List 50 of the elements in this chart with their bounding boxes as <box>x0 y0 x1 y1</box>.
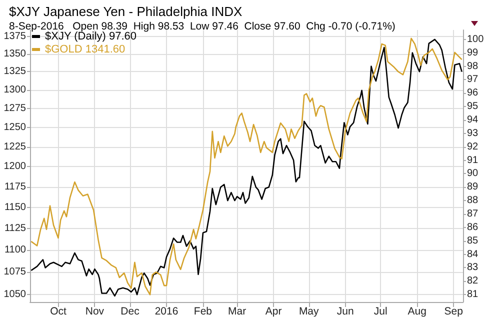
y2-tick-label: 93 <box>467 128 479 139</box>
y-tick-label: 1175 <box>4 181 26 192</box>
y-tick-label: 1075 <box>4 266 26 278</box>
y2-tick-label: 92 <box>467 141 479 152</box>
y2-tick-label: 97 <box>467 74 479 86</box>
y2-tick-label: 99 <box>467 47 479 58</box>
y-tick-label: 1250 <box>4 122 26 134</box>
y2-tick-label: 83 <box>467 262 479 274</box>
x-tick-label: Jul <box>374 306 388 318</box>
legend-label: $XJY (Daily) 97.60 <box>45 30 137 42</box>
y2-tick-label: 98 <box>467 60 479 72</box>
x-tick-label: Oct <box>50 306 66 318</box>
y-tick-label: 1050 <box>4 289 26 300</box>
legend-label: $GOLD 1341.60 <box>45 44 126 56</box>
y-tick-label: 1225 <box>4 141 26 152</box>
y-tick-label: 1100 <box>4 244 26 256</box>
y-tick-label: 1325 <box>4 66 26 78</box>
x-tick-label: Nov <box>85 306 105 318</box>
y2-tick-label: 85 <box>467 235 479 246</box>
x-tick-label: 2016 <box>154 306 178 318</box>
x-tick-label: Apr <box>265 306 282 318</box>
y2-tick-label: 91 <box>467 154 479 166</box>
y-tick-label: 1150 <box>4 202 26 213</box>
y-tick-label: 1200 <box>4 161 26 172</box>
y2-tick-label: 95 <box>467 101 479 112</box>
x-tick-label: Sep <box>444 306 464 318</box>
x-tick-label: Dec <box>120 306 140 318</box>
y-tick-label: 1375 <box>4 30 26 42</box>
y2-tick-label: 84 <box>467 248 479 260</box>
y2-tick-label: 88 <box>467 195 479 206</box>
y-tick-label: 1125 <box>4 223 26 234</box>
y2-tick-label: 100 <box>467 34 484 45</box>
y2-tick-label: 96 <box>467 88 479 99</box>
x-tick-label: May <box>298 306 320 318</box>
chart-title: $XJY Japanese Yen - Philadelphia INDX <box>9 4 243 19</box>
y-tick-label: 1300 <box>4 84 26 96</box>
y2-tick-label: 82 <box>467 276 479 287</box>
y2-tick-label: 81 <box>467 289 479 300</box>
y-tick-label: 1350 <box>4 48 26 60</box>
x-tick-label: Feb <box>194 306 212 318</box>
y2-tick-label: 86 <box>467 222 479 233</box>
y2-tick-label: 94 <box>467 114 479 126</box>
y2-tick-label: 87 <box>467 208 479 220</box>
chart-subtitle: 8-Sep-2016 Open 98.39 High 98.53 Low 97.46 Close 97.60 Chg -0.70 (-0.71%) <box>9 20 396 32</box>
x-tick-label: Aug <box>408 306 427 318</box>
y2-tick-label: 89 <box>467 182 479 193</box>
y-tick-label: 1275 <box>4 103 26 114</box>
y2-tick-label: 90 <box>467 168 479 180</box>
x-tick-label: Mar <box>228 306 247 318</box>
x-tick-label: Jun <box>336 306 354 318</box>
